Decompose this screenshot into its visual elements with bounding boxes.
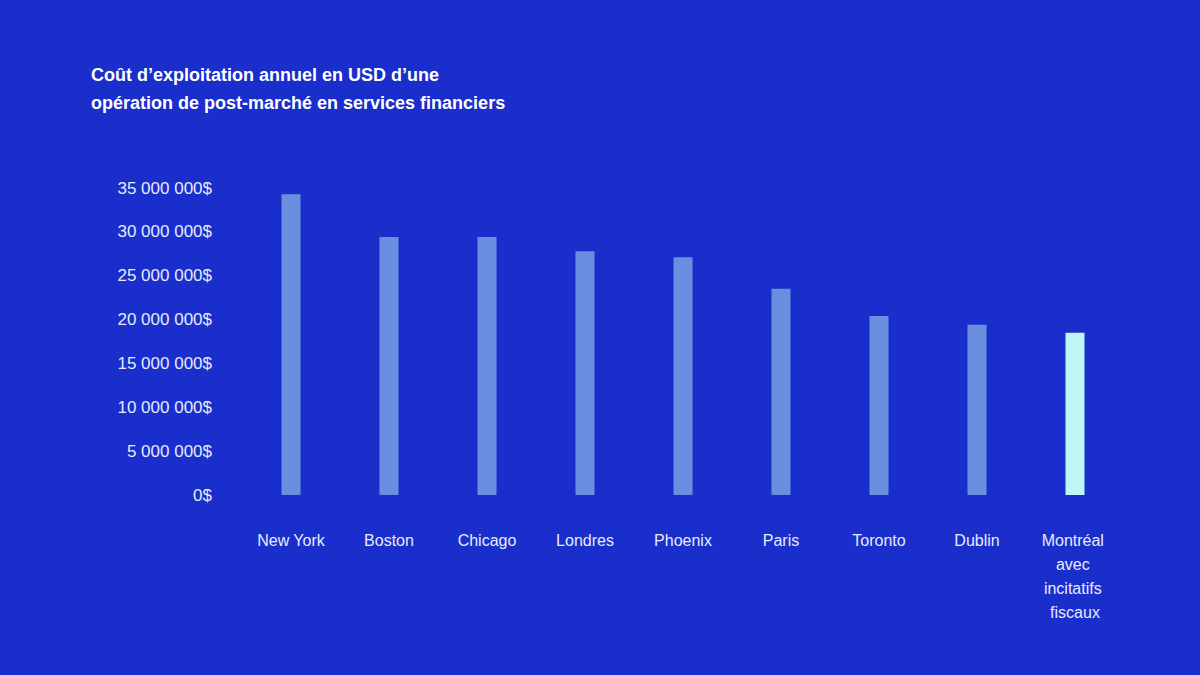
svg-text:Coût d’exploitation annuel en: Coût d’exploitation annuel en USD d’une <box>91 65 444 85</box>
svg-text:Boston: Boston <box>364 532 414 549</box>
svg-text:incitatifs: incitatifs <box>1044 580 1106 597</box>
svg-text:avec: avec <box>1056 556 1094 573</box>
svg-text:5 000 000$: 5 000 000$ <box>127 442 213 461</box>
svg-text:opération de post-marché en se: opération de post-marché en services fin… <box>91 93 505 113</box>
svg-text:30 000 000$: 30 000 000$ <box>117 222 212 241</box>
svg-text:Dublin: Dublin <box>954 532 999 549</box>
svg-text:15 000 000$: 15 000 000$ <box>117 354 212 373</box>
svg-text:10 000 000$: 10 000 000$ <box>117 398 212 417</box>
svg-text:fiscaux: fiscaux <box>1050 604 1100 621</box>
svg-text:New York: New York <box>257 532 326 549</box>
svg-text:Londres: Londres <box>556 532 614 549</box>
svg-text:35 000 000$: 35 000 000$ <box>117 179 212 198</box>
svg-text:0$: 0$ <box>193 486 212 505</box>
svg-text:20 000 000$: 20 000 000$ <box>117 310 212 329</box>
svg-text:Toronto: Toronto <box>852 532 905 549</box>
svg-text:Chicago: Chicago <box>458 532 517 549</box>
svg-text:25 000 000$: 25 000 000$ <box>117 266 212 285</box>
svg-text:Phoenix: Phoenix <box>654 532 712 549</box>
svg-text:Montréal: Montréal <box>1042 532 1109 549</box>
svg-text:Paris: Paris <box>763 532 799 549</box>
